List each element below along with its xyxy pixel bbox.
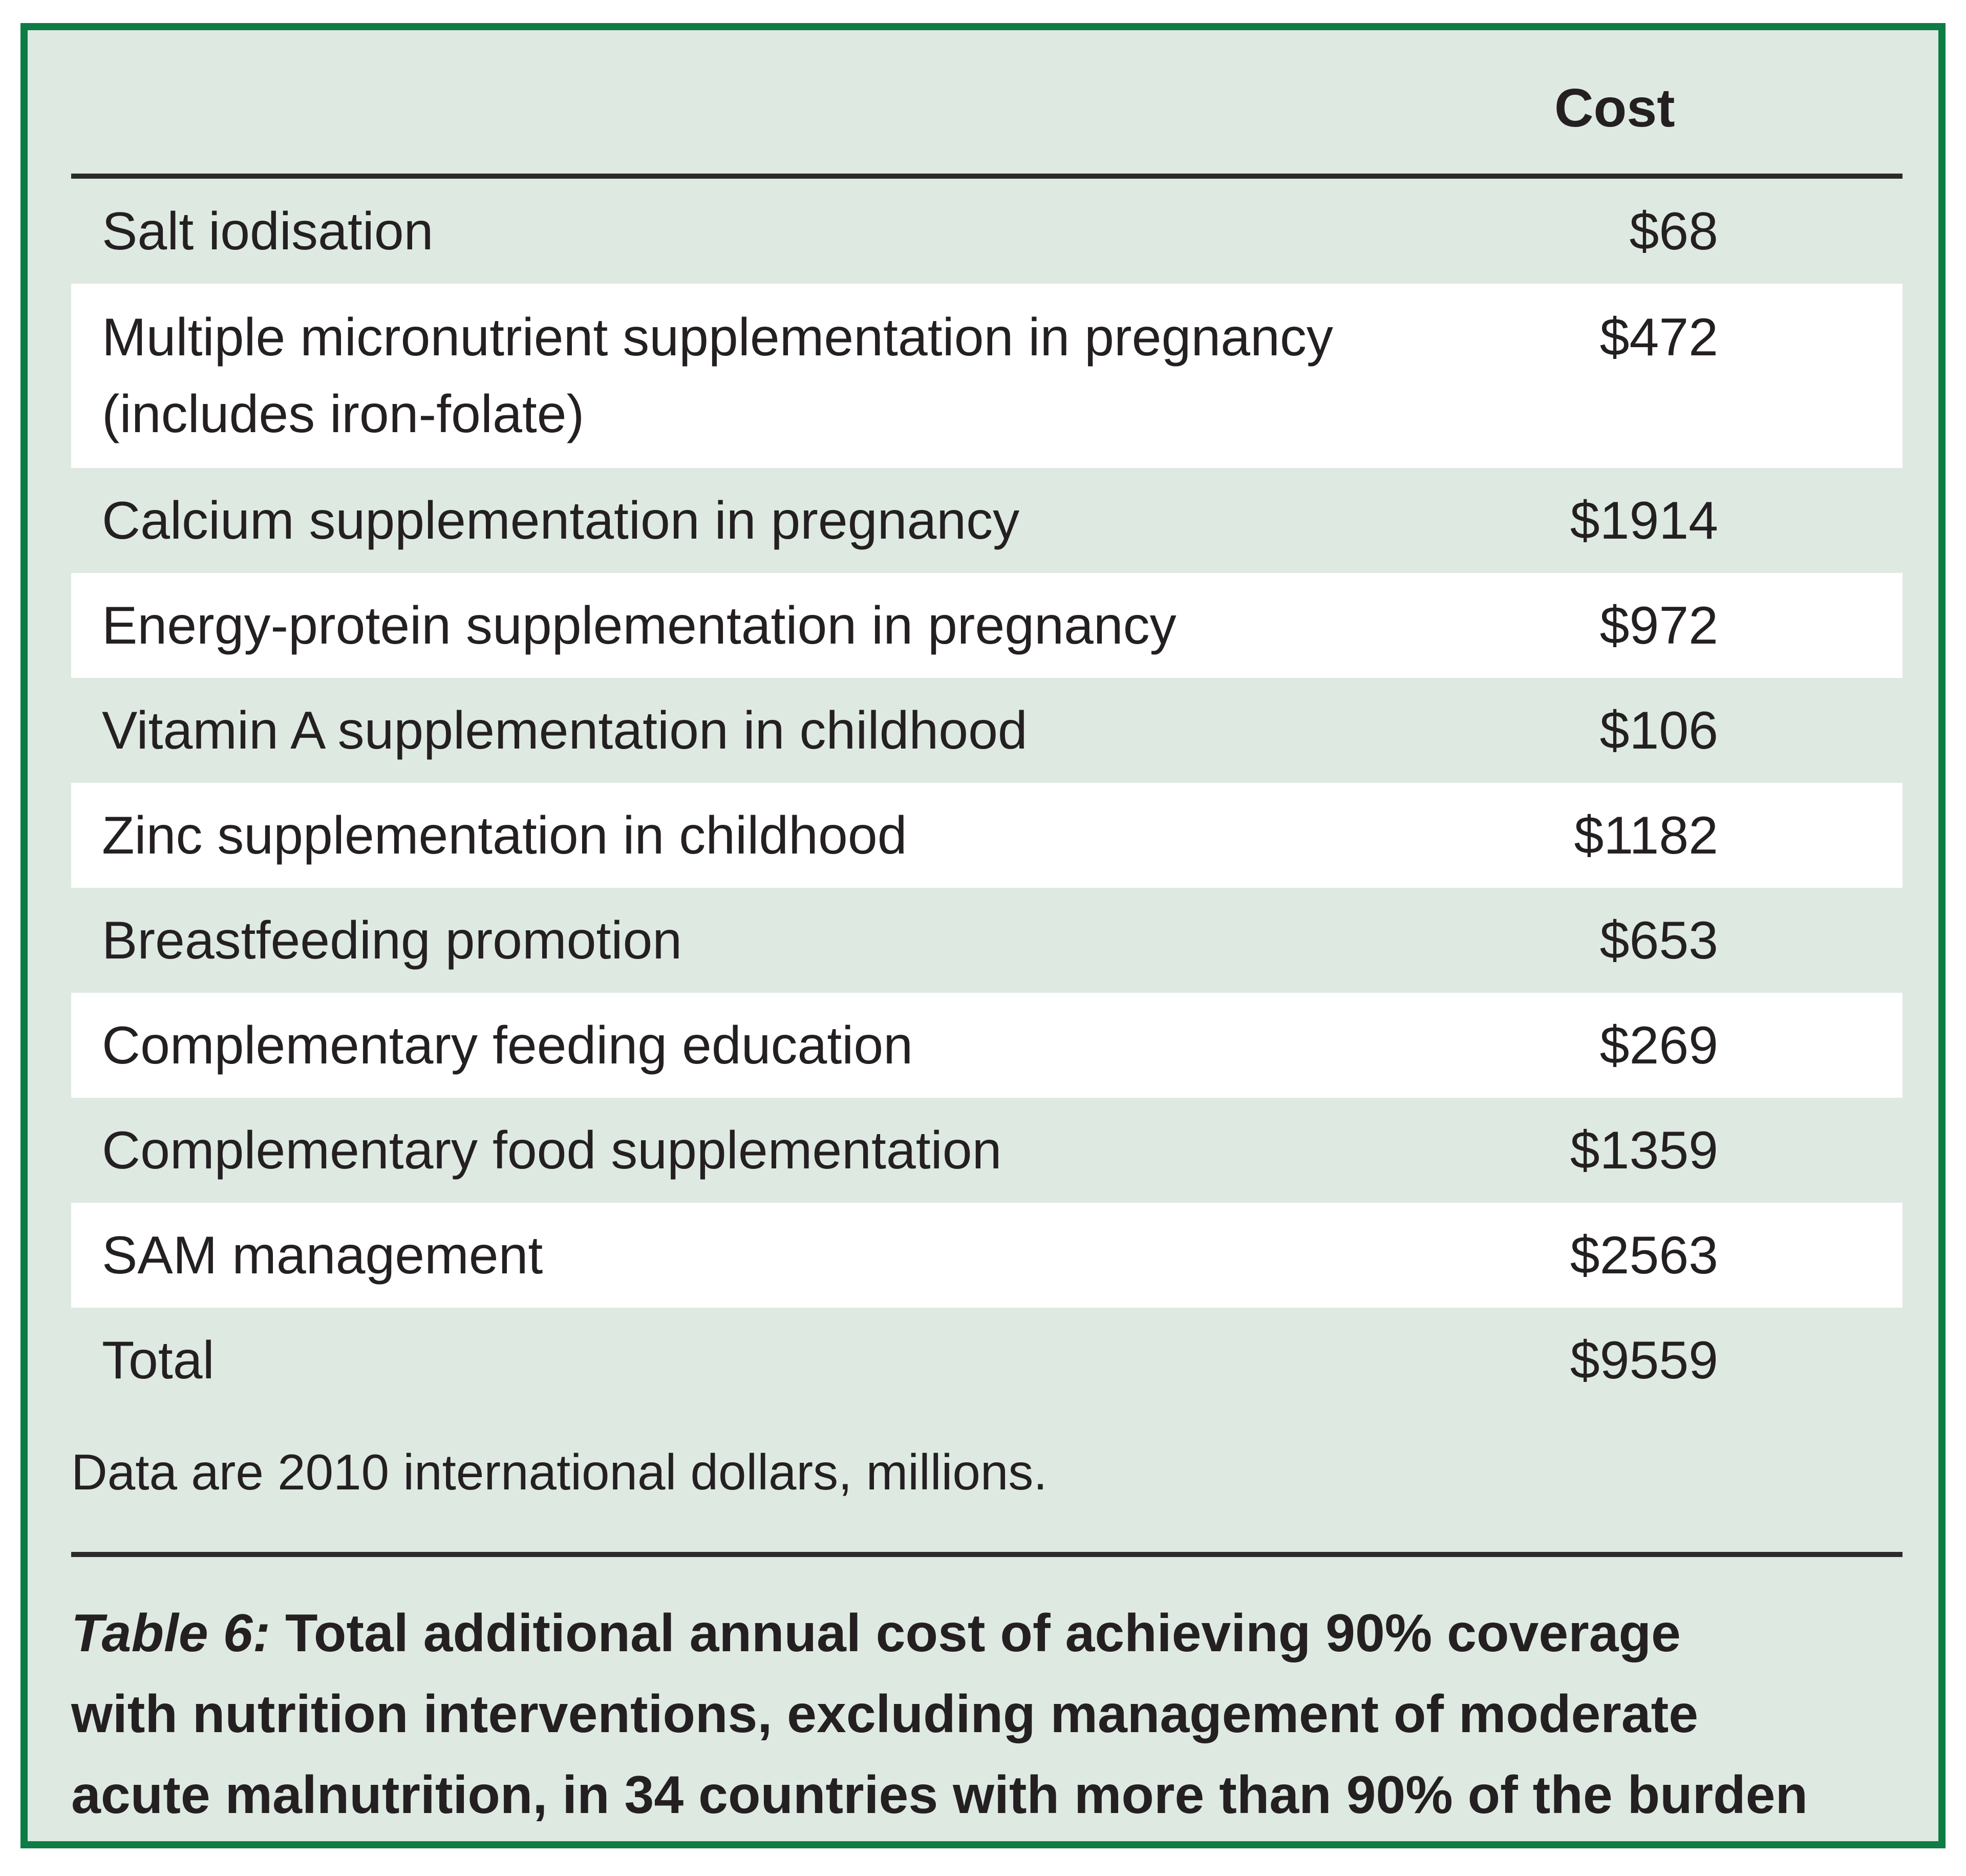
table-footnote: Data are 2010 international dollars, mil… [71, 1444, 1048, 1500]
table-row: Breastfeeding promotion $653 [71, 888, 1903, 993]
row-cost: $1914 [1570, 491, 1718, 550]
caption-rule [71, 1552, 1903, 1557]
caption-table-number: Table 6: [71, 1604, 271, 1663]
table-body: Salt iodisation $68 Multiple micronutrie… [71, 179, 1903, 1413]
row-cost: $2563 [1570, 1225, 1718, 1285]
row-cost-total: $9559 [1570, 1330, 1718, 1390]
row-label: Complementary food supplementation [102, 1120, 1002, 1180]
row-cost: $106 [1599, 700, 1718, 760]
row-label: Vitamin A supplementation in childhood [102, 700, 1028, 760]
row-label: Zinc supplementation in childhood [102, 805, 907, 865]
table-row: SAM management $2563 [71, 1203, 1903, 1308]
table-caption: Table 6: Total additional annual cost of… [71, 1593, 1903, 1836]
row-cost: $472 [1599, 308, 1718, 367]
row-cost: $1182 [1574, 805, 1718, 865]
caption-line: acute malnutrition, in 34 countries with… [71, 1765, 1808, 1825]
header-rule [71, 174, 1903, 179]
row-label: Multiple micronutrient supplementation i… [71, 299, 1442, 453]
table-row: Complementary food supplementation $1359 [71, 1098, 1903, 1203]
row-label-line1: Multiple micronutrient supplementation i… [102, 308, 1333, 367]
caption-line: Table 6: Total additional annual cost of… [71, 1593, 1903, 1674]
row-label: Breastfeeding promotion [102, 910, 682, 970]
table-row: Calcium supplementation in pregnancy $19… [71, 468, 1903, 573]
table-row: Multiple micronutrient supplementation i… [71, 284, 1903, 468]
table-row: Salt iodisation $68 [71, 179, 1903, 284]
row-label: Complementary feeding education [102, 1015, 913, 1075]
row-cost: $269 [1599, 1015, 1718, 1075]
table-row: Energy-protein supplementation in pregna… [71, 573, 1903, 678]
row-label: SAM management [102, 1225, 543, 1285]
row-cost: $1359 [1570, 1120, 1718, 1180]
cost-column-header: Cost [1554, 78, 1675, 138]
table-row: Zinc supplementation in childhood $1182 [71, 783, 1903, 888]
row-label-total: Total [102, 1330, 215, 1390]
row-label-line2: (includes iron-folate) [102, 385, 585, 444]
row-cost: $653 [1599, 910, 1718, 970]
table6-card: Cost Salt iodisation $68 Multiple micron… [20, 23, 1946, 1848]
table-row: Complementary feeding education $269 [71, 993, 1903, 1098]
row-label: Salt iodisation [102, 201, 434, 261]
caption-line1-text: Total additional annual cost of achievin… [270, 1604, 1681, 1663]
row-label: Energy-protein supplementation in pregna… [102, 595, 1177, 655]
row-cost: $68 [1629, 201, 1718, 261]
table-header-row: Cost [71, 30, 1903, 174]
table-row total-row: Total $9559 [71, 1308, 1903, 1413]
table-row: Vitamin A supplementation in childhood $… [71, 678, 1903, 783]
row-cost: $972 [1599, 595, 1718, 655]
row-label: Calcium supplementation in pregnancy [102, 491, 1020, 550]
caption-line: with nutrition interventions, excluding … [71, 1685, 1699, 1744]
